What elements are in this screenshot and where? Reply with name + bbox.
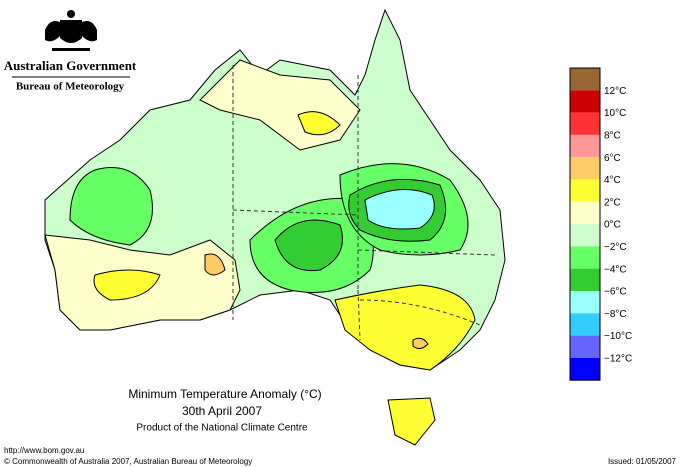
legend-swatch	[570, 112, 600, 135]
legend-label: −4°C	[604, 264, 627, 275]
legend-swatch	[570, 268, 600, 291]
legend-swatch	[570, 90, 600, 113]
legend-swatch	[570, 224, 600, 247]
legend-label: 10°C	[604, 108, 626, 119]
bureau-name: Bureau of Meteorology	[16, 81, 125, 93]
state-border	[357, 289, 361, 341]
state-border	[357, 249, 496, 256]
agency-name: Australian Government	[4, 58, 137, 73]
emu	[82, 21, 97, 42]
tasmania	[387, 397, 436, 446]
legend-swatch	[570, 357, 600, 381]
scroll	[52, 48, 90, 51]
legend-swatch	[570, 68, 600, 91]
anomaly-area	[274, 219, 343, 272]
legend-frame	[569, 67, 601, 381]
legend-swatch	[570, 246, 600, 269]
legend-swatch	[570, 134, 600, 158]
legend-label: −6°C	[604, 287, 627, 298]
legend: 12°C 10°C 8°C 6°C 4°C 2°C 0°C −2°C −4°C −6°C −8°C −…	[569, 67, 632, 381]
anomaly-area	[334, 284, 476, 371]
legend-label: −2°C	[604, 242, 627, 253]
legend-label: 12°C	[604, 86, 626, 97]
legend-swatch	[570, 313, 600, 336]
state-borders	[232, 65, 496, 341]
anomaly-area	[364, 189, 435, 230]
url: http://www.bom.gov.au	[4, 446, 84, 455]
legend-label: −12°C	[604, 354, 632, 365]
legend-label: 0°C	[604, 220, 621, 231]
legend-swatch	[570, 157, 600, 180]
australia-map	[44, 8, 506, 446]
copyright: © Commonwealth of Australia 2007, Austra…	[4, 457, 252, 466]
anomaly-area	[69, 167, 153, 246]
star	[67, 10, 75, 18]
legend-label: −10°C	[604, 331, 632, 342]
legend-swatch	[570, 179, 600, 202]
legend-label: −8°C	[604, 309, 627, 320]
legend-swatch	[570, 335, 600, 358]
anomaly-area	[297, 111, 341, 136]
legend-label: 6°C	[604, 153, 621, 164]
map-product: Product of the National Climate Centre	[136, 423, 308, 434]
kangaroo	[45, 21, 60, 42]
map-date: 30th April 2007	[182, 404, 262, 418]
legend-label: 4°C	[604, 175, 621, 186]
anomaly-area	[93, 269, 161, 301]
shield	[60, 20, 82, 43]
anomaly-area	[412, 337, 429, 350]
crest	[45, 10, 97, 51]
map-title: Minimum Temperature Anomaly (°C)	[128, 387, 321, 401]
anomaly-area	[204, 253, 226, 276]
legend-label: 2°C	[604, 197, 621, 208]
legend-label: 8°C	[604, 131, 621, 142]
legend-swatch	[570, 201, 600, 225]
issued-date: Issued: 01/05/2007	[608, 457, 677, 466]
legend-swatch	[570, 291, 600, 314]
